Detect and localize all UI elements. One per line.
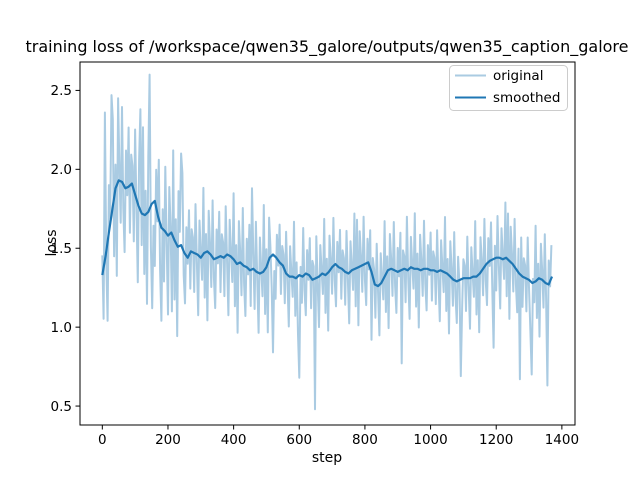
y-tick-label: 1.0 xyxy=(51,320,72,336)
y-tick-label: 2.5 xyxy=(51,83,72,99)
x-tick-label: 600 xyxy=(286,432,312,448)
plot-border xyxy=(79,61,576,426)
legend-box xyxy=(449,65,568,111)
original-series-line xyxy=(101,73,553,411)
legend-label-smoothed: smoothed xyxy=(493,90,560,106)
plot-series-group xyxy=(101,73,554,411)
legend: original smoothed xyxy=(449,65,568,111)
x-tick-label: 1200 xyxy=(479,432,513,448)
legend-label-original: original xyxy=(493,68,543,84)
chart-title: training loss of /workspace/qwen35_galor… xyxy=(25,37,628,57)
y-axis-label: loss xyxy=(44,229,60,256)
y-tick-label: 0.5 xyxy=(51,399,72,415)
x-tick-label: 400 xyxy=(221,432,247,448)
x-tick-label: 1400 xyxy=(545,432,579,448)
x-tick-label: 1000 xyxy=(413,432,447,448)
x-tick-label: 200 xyxy=(155,432,181,448)
x-tick-label: 800 xyxy=(352,432,378,448)
y-tick-label: 2.0 xyxy=(51,162,72,178)
x-tick-label: 0 xyxy=(98,432,107,448)
y-axis: 0.5 1.0 1.5 2.0 2.5 xyxy=(51,83,80,415)
x-axis: 0 200 400 600 800 1000 1200 1400 xyxy=(98,425,579,448)
smoothed-series-line xyxy=(101,179,554,288)
y-tick-label: 1.5 xyxy=(51,241,72,257)
x-axis-label: step xyxy=(312,450,342,466)
